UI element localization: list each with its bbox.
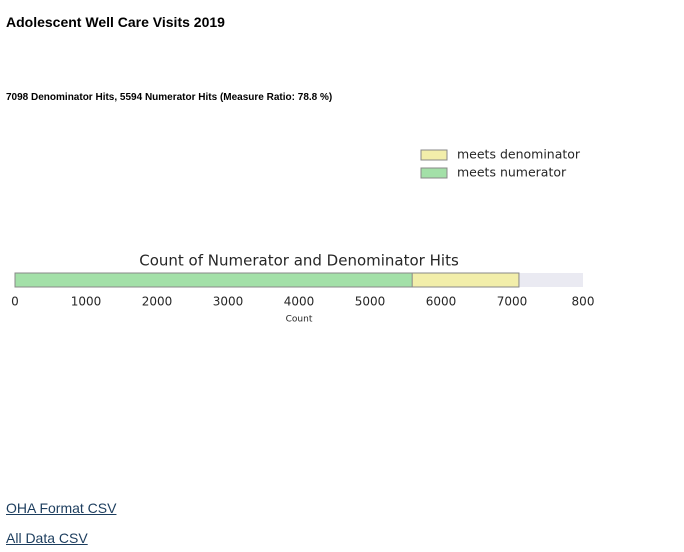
x-tick-label: 5000 — [355, 295, 386, 309]
summary: 7098 Denominator Hits, 5594 Numerator Hi… — [6, 92, 333, 103]
x-tick-label: 3000 — [213, 295, 244, 309]
legend-swatch — [420, 167, 448, 179]
x-tick-label: 1000 — [71, 295, 102, 309]
bar — [14, 272, 413, 288]
legend-label: meets numerator — [457, 165, 567, 180]
page-title: Adolescent Well Care Visits 2019 — [6, 14, 225, 30]
x-tick-label: 0 — [11, 295, 19, 309]
legend-swatch — [420, 149, 448, 161]
x-axis-label: Count — [286, 315, 313, 325]
x-tick-label: 7000 — [497, 295, 528, 309]
x-tick-label: 6000 — [426, 295, 457, 309]
csv-link[interactable]: OHA Format CSV — [6, 500, 117, 516]
x-tick-label: 4000 — [284, 295, 315, 309]
legend-label: meets denominator — [457, 147, 581, 162]
csv-link[interactable]: All Data CSV — [6, 530, 88, 546]
x-tick-label: 2000 — [142, 295, 173, 309]
x-tick-label: 800 — [572, 295, 595, 309]
chart: Count of Numerator and Denominator Hits … — [11, 147, 595, 325]
chart-title: Count of Numerator and Denominator Hits — [139, 252, 459, 270]
